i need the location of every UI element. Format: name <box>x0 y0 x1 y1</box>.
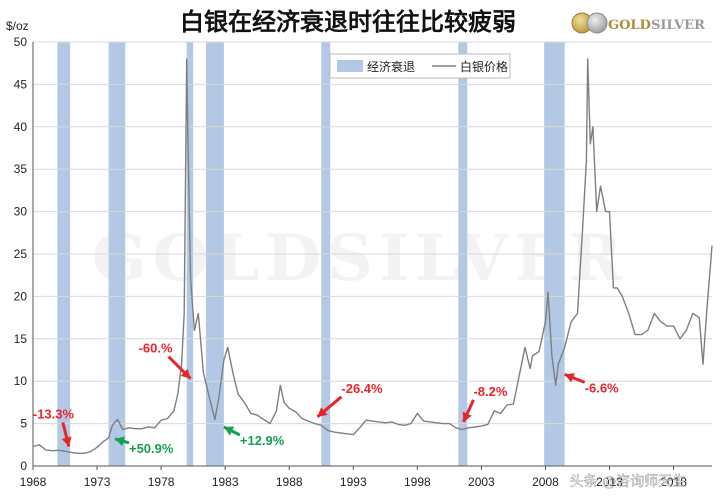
y-tick-label: 40 <box>14 120 28 134</box>
chart-title: 白银在经济衰退时往往比较疲弱 <box>180 7 516 36</box>
x-tick-labels: 1968 1973 1978 1983 1988 1993 1998 2003 2008 2013… <box>20 466 687 489</box>
svg-text:GOLD: GOLD <box>608 18 651 33</box>
x-tick-label: 2013 <box>596 475 623 489</box>
annotation-label: -6.6% <box>585 380 619 395</box>
y-tick-label: 10 <box>14 374 28 388</box>
annotation-label: +50.9% <box>129 441 174 456</box>
annotation-arrowhead <box>462 411 472 422</box>
svg-text:SILVER: SILVER <box>651 18 705 33</box>
annotation-arrowhead <box>223 426 235 436</box>
x-tick-label: 1968 <box>20 475 47 489</box>
annotation-label: +12.9% <box>240 433 285 448</box>
y-tick-label: 45 <box>14 77 28 91</box>
annotation-label: -8.2% <box>473 384 507 399</box>
x-tick-label: 2003 <box>468 475 495 489</box>
annotation-label: -13.3% <box>33 406 75 421</box>
annotation-4: -26.4% <box>316 381 383 418</box>
x-tick-label: 1983 <box>212 475 239 489</box>
x-tick-label: 2008 <box>532 475 559 489</box>
annotation-arrowhead <box>180 368 191 379</box>
goldsilver-logo: GOLD SILVER <box>571 12 705 34</box>
annotation-arrowhead <box>317 407 328 417</box>
x-tick-label: 1988 <box>276 475 303 489</box>
annotation-arrowhead <box>114 436 126 447</box>
y-tick-label: 25 <box>14 247 28 261</box>
legend-swatch-recession <box>337 60 363 72</box>
y-tick-label: 30 <box>14 205 28 219</box>
footer-credit: 头条 @咨询师天生 <box>570 473 686 490</box>
annotation-1: +50.9% <box>114 436 174 456</box>
annotation-0: -13.3% <box>33 406 75 447</box>
y-tick-label: 15 <box>14 332 28 346</box>
x-tick-label: 1998 <box>404 475 431 489</box>
annotation-arrowhead <box>61 436 72 447</box>
series-line-silver-price <box>32 58 713 454</box>
x-tick-label: 2018 <box>660 475 687 489</box>
x-tick-label: 1978 <box>148 475 175 489</box>
annotation-arrowhead <box>564 373 575 383</box>
x-tick-label: 1993 <box>340 475 367 489</box>
annotation-label: -26.4% <box>341 381 383 396</box>
annotation-2: -60.% <box>139 341 192 380</box>
y-tick-label: 50 <box>14 35 28 49</box>
annotation-6: -6.6% <box>564 373 619 395</box>
annotation-label: -60.% <box>139 341 173 356</box>
y-tick-label: 0 <box>20 459 27 473</box>
y-tick-labels: 0 5 10 15 20 25 30 35 40 45 50 <box>14 35 28 473</box>
y-axis-label: $/oz <box>6 19 29 33</box>
annotation-5: -8.2% <box>462 384 508 423</box>
y-tick-label: 5 <box>20 417 27 431</box>
annotations: -13.3% +50.9% -60.% +12.9% -26.4% -8.2% -6.6% <box>33 341 619 456</box>
x-tick-label: 1973 <box>84 475 111 489</box>
y-tick-label: 20 <box>14 289 28 303</box>
legend: 经济衰退 白银价格 <box>329 53 511 79</box>
annotation-3: +12.9% <box>223 425 285 448</box>
legend-label-price: 白银价格 <box>460 59 508 74</box>
gridlines <box>32 41 712 467</box>
y-tick-label: 35 <box>14 162 28 176</box>
silver-coin-icon <box>586 12 608 34</box>
legend-label-recession: 经济衰退 <box>367 59 415 74</box>
